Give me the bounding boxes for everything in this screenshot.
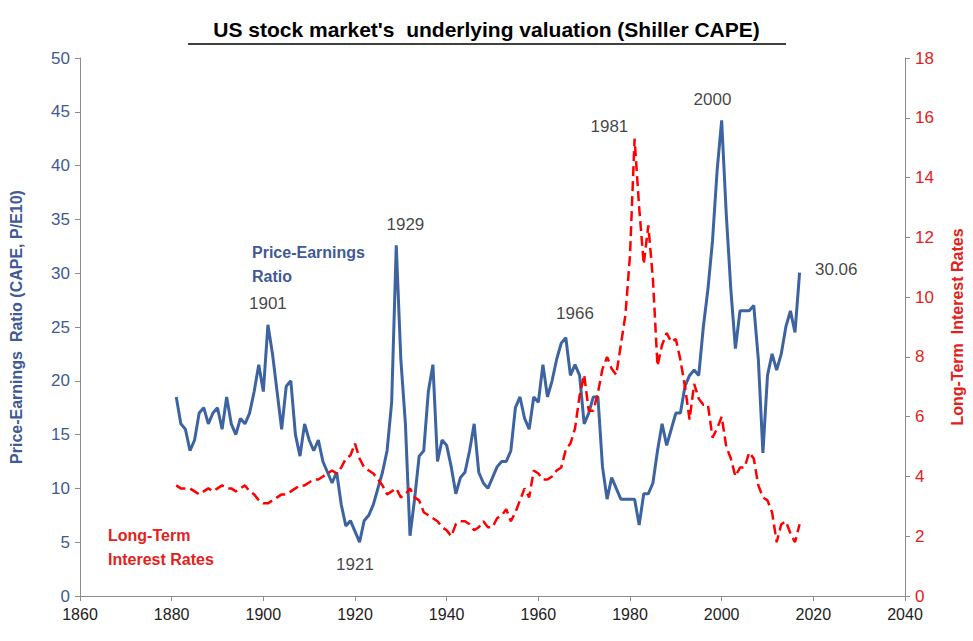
svg-text:Price-Earnings Ratio (CAPE, P: Price-Earnings Ratio (CAPE, P/E10) — [8, 190, 25, 464]
svg-text:US stock market's underlying: US stock market's underlying valuation (… — [213, 18, 759, 41]
svg-text:2040: 2040 — [887, 606, 923, 623]
svg-text:4: 4 — [915, 467, 924, 486]
svg-text:0: 0 — [915, 587, 924, 606]
svg-text:1981: 1981 — [590, 117, 628, 136]
svg-text:1929: 1929 — [387, 215, 425, 234]
svg-text:8: 8 — [915, 347, 924, 366]
svg-text:1880: 1880 — [154, 606, 190, 623]
svg-text:1900: 1900 — [246, 606, 282, 623]
svg-text:15: 15 — [51, 425, 70, 444]
svg-text:2000: 2000 — [704, 606, 740, 623]
svg-text:Long-Term: Long-Term — [108, 527, 190, 544]
svg-text:Ratio: Ratio — [252, 268, 292, 285]
svg-text:16: 16 — [915, 108, 934, 127]
svg-text:6: 6 — [915, 407, 924, 426]
svg-text:10: 10 — [51, 479, 70, 498]
svg-text:0: 0 — [61, 587, 70, 606]
svg-text:1966: 1966 — [556, 304, 594, 323]
svg-text:1940: 1940 — [429, 606, 465, 623]
svg-text:1860: 1860 — [62, 606, 98, 623]
svg-text:18: 18 — [915, 49, 934, 68]
svg-text:1921: 1921 — [336, 555, 374, 574]
svg-text:10: 10 — [915, 288, 934, 307]
svg-text:50: 50 — [51, 49, 70, 68]
svg-text:1920: 1920 — [337, 606, 373, 623]
svg-text:14: 14 — [915, 168, 934, 187]
svg-text:1901: 1901 — [249, 294, 287, 313]
svg-text:Price-Earnings: Price-Earnings — [252, 244, 365, 261]
svg-text:1980: 1980 — [612, 606, 648, 623]
svg-text:Interest Rates: Interest Rates — [108, 551, 214, 568]
svg-text:35: 35 — [51, 210, 70, 229]
svg-text:2000: 2000 — [694, 90, 732, 109]
svg-text:25: 25 — [51, 318, 70, 337]
svg-text:Long-Term Interest Rates: Long-Term Interest Rates — [949, 228, 966, 425]
svg-text:12: 12 — [915, 228, 934, 247]
svg-text:2020: 2020 — [796, 606, 832, 623]
svg-text:30: 30 — [51, 264, 70, 283]
svg-text:40: 40 — [51, 156, 70, 175]
svg-text:5: 5 — [61, 533, 70, 552]
svg-text:2: 2 — [915, 527, 924, 546]
svg-text:30.06: 30.06 — [815, 260, 858, 279]
svg-text:20: 20 — [51, 371, 70, 390]
svg-text:1960: 1960 — [521, 606, 557, 623]
svg-text:45: 45 — [51, 102, 70, 121]
